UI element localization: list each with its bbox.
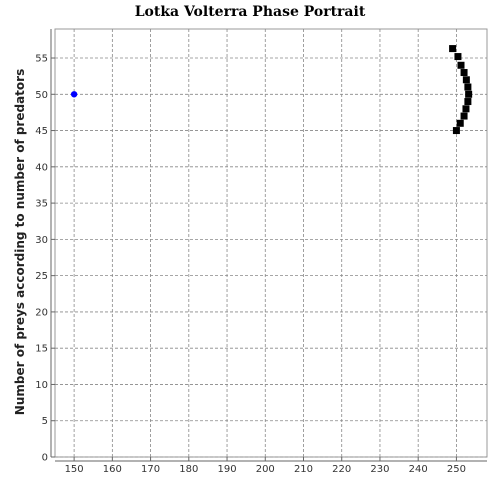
y-tick-label: 45 [35, 126, 48, 137]
x-tick-label: 240 [409, 464, 428, 475]
x-tick-label: 170 [141, 464, 160, 475]
grid-layer [55, 29, 487, 458]
series-1-point [456, 119, 464, 127]
y-axis-label: Number of preys according to number of p… [13, 69, 27, 415]
series-1-point [464, 98, 472, 106]
x-tick-label: 150 [65, 464, 84, 475]
series-0-point [70, 91, 78, 98]
series-1-point [457, 61, 465, 69]
points-layer [70, 45, 473, 135]
y-tick-label: 5 [42, 416, 48, 427]
y-tick-label: 35 [35, 199, 48, 210]
y-tick-label: 10 [35, 380, 48, 391]
y-tick-label: 25 [35, 271, 48, 282]
y-tick-label: 50 [35, 90, 48, 101]
series-1-point [464, 83, 472, 91]
x-tick-label: 250 [447, 464, 466, 475]
series-1-point [462, 76, 470, 84]
plot-area [54, 28, 488, 458]
series-1-point [462, 105, 470, 113]
series-1-point [452, 127, 460, 135]
y-tick-label: 30 [35, 235, 48, 246]
y-tick-label: 40 [35, 162, 48, 173]
x-tick-label: 190 [217, 464, 236, 475]
series-1-point [460, 112, 468, 120]
x-tick-label: 220 [332, 464, 351, 475]
x-tick-label: 210 [294, 464, 313, 475]
x-tick-label: 200 [256, 464, 275, 475]
x-tick-label: 180 [179, 464, 198, 475]
series-1-point [465, 90, 473, 98]
x-tick-label: 160 [103, 464, 122, 475]
y-tick-label: 55 [35, 54, 48, 65]
series-1-point [460, 69, 468, 77]
y-tick-label: 20 [35, 307, 48, 318]
axes-layer: 150 160 170 180 190 200 210 220 230 240 250 0 5 10 15 2… [35, 29, 487, 475]
x-tick-label: 230 [370, 464, 389, 475]
y-tick-label: 15 [35, 344, 48, 355]
y-tick-label: 0 [42, 453, 48, 464]
series-1-point [454, 53, 462, 61]
chart-title: Lotka Volterra Phase Portrait [135, 4, 366, 20]
series-1-point [449, 45, 457, 53]
